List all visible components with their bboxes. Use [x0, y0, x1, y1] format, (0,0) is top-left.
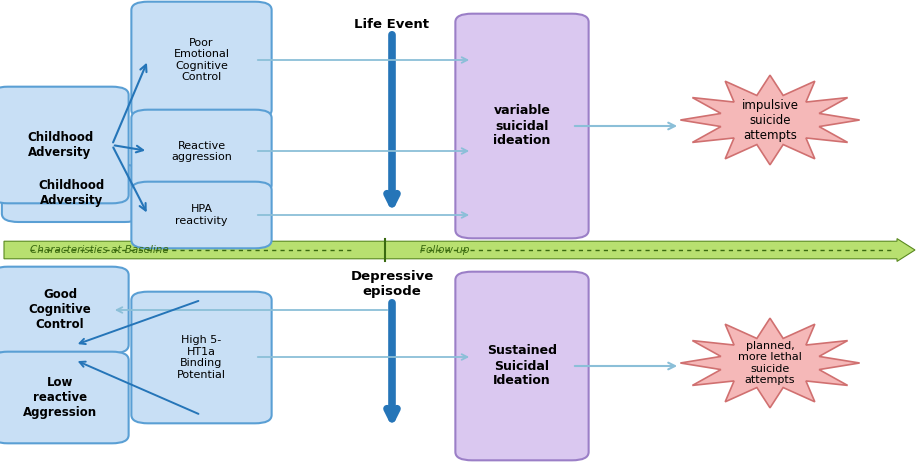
Text: HPA
reactivity: HPA reactivity: [176, 204, 227, 226]
FancyBboxPatch shape: [131, 2, 272, 118]
Polygon shape: [680, 75, 859, 165]
FancyBboxPatch shape: [456, 14, 589, 238]
FancyBboxPatch shape: [0, 352, 128, 444]
FancyBboxPatch shape: [0, 87, 128, 203]
Text: Depressive
episode: Depressive episode: [350, 270, 433, 298]
FancyBboxPatch shape: [456, 272, 589, 460]
Text: Childhood
Adversity: Childhood Adversity: [27, 131, 93, 159]
FancyBboxPatch shape: [131, 182, 272, 248]
Text: Low
reactive
Aggression: Low reactive Aggression: [23, 376, 97, 419]
Text: Childhood
Adversity: Childhood Adversity: [39, 179, 104, 207]
Text: impulsive
suicide
attempts: impulsive suicide attempts: [741, 98, 798, 141]
Text: Poor
Emotional
Cognitive
Control: Poor Emotional Cognitive Control: [174, 37, 229, 82]
FancyBboxPatch shape: [131, 109, 272, 193]
Text: Reactive
aggression: Reactive aggression: [171, 141, 232, 162]
FancyBboxPatch shape: [0, 267, 128, 353]
Text: planned,
more lethal
suicide
attempts: planned, more lethal suicide attempts: [738, 340, 802, 385]
FancyBboxPatch shape: [131, 292, 272, 423]
Text: Life Event: Life Event: [355, 18, 430, 31]
Text: High 5-
HT1a
Binding
Potential: High 5- HT1a Binding Potential: [177, 335, 226, 380]
Polygon shape: [680, 318, 859, 408]
FancyBboxPatch shape: [2, 165, 141, 222]
Text: variable
suicidal
ideation: variable suicidal ideation: [493, 104, 551, 147]
FancyArrow shape: [4, 238, 915, 261]
Text: Follow up: Follow up: [420, 245, 469, 255]
Text: Sustained
Suicidal
Ideation: Sustained Suicidal Ideation: [487, 345, 557, 388]
Text: Good
Cognitive
Control: Good Cognitive Control: [29, 288, 91, 332]
Text: Characteristics at Baseline: Characteristics at Baseline: [30, 245, 169, 255]
